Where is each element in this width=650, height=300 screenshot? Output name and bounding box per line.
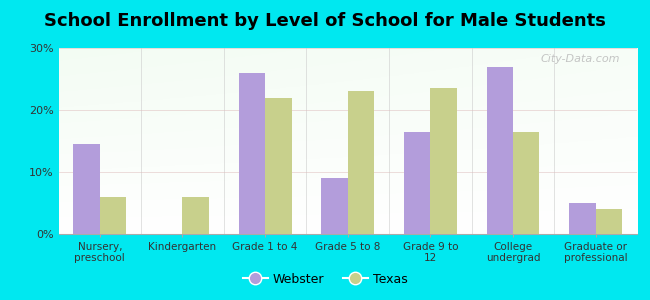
Bar (73, 144, 100, 234)
Legend: Webster, Texas: Webster, Texas (237, 268, 413, 291)
Text: School Enrollment by Level of School for Male Students: School Enrollment by Level of School for… (44, 12, 606, 30)
Bar (321, 178, 348, 234)
Bar (430, 88, 457, 234)
Bar (595, 209, 622, 234)
Bar (513, 132, 540, 234)
Bar (265, 98, 292, 234)
Bar (404, 132, 430, 234)
Text: City-Data.com: City-Data.com (540, 54, 619, 64)
Bar (487, 67, 513, 234)
Bar (569, 203, 595, 234)
Bar (348, 92, 374, 234)
Bar (183, 197, 209, 234)
Bar (100, 197, 126, 234)
Bar (239, 73, 265, 234)
